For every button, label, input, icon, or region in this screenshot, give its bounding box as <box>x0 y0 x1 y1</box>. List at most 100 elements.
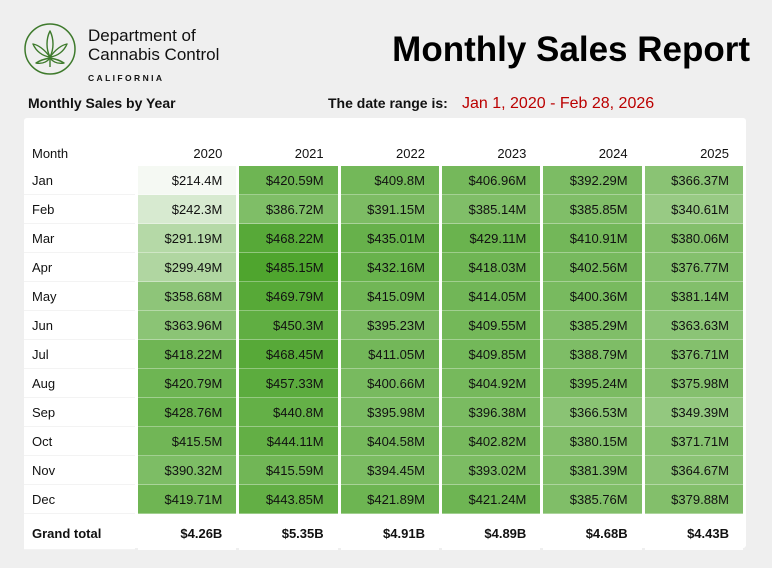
table-row: Dec $419.71M $443.85M $421.89M $421.24M $385.… <box>24 485 743 514</box>
sales-cell: $468.22M <box>239 224 338 253</box>
sales-cell: $390.32M <box>137 456 237 485</box>
table-row: Jan $214.4M $420.59M $409.8M $406.96M $392.29… <box>24 166 743 195</box>
sales-cell: $385.76M <box>543 485 642 514</box>
sales-cell: $366.53M <box>543 398 642 427</box>
sales-cell: $380.06M <box>644 224 743 253</box>
table-row: Jun $363.96M $450.3M $395.23M $409.55M $385.2… <box>24 311 743 340</box>
year-column-header[interactable]: 2023 <box>497 145 527 161</box>
sales-cell: $393.02M <box>441 456 541 485</box>
sales-cell: $392.29M <box>543 166 642 195</box>
sales-cell: $410.91M <box>543 224 642 253</box>
sales-cell: $414.05M <box>441 282 541 311</box>
sales-cell: $421.89M <box>340 485 439 514</box>
sales-cell: $394.45M <box>340 456 439 485</box>
monthly-sales-table: Month 2020 2021 2022 2023 2024 2025 Jan $214.4… <box>21 140 746 550</box>
month-cell: Jan <box>24 166 135 195</box>
table-row: Mar $291.19M $468.22M $435.01M $429.11M $410.… <box>24 224 743 253</box>
sales-cell: $396.38M <box>441 398 541 427</box>
month-cell: Feb <box>24 195 135 224</box>
sales-cell: $375.98M <box>644 369 743 398</box>
sales-cell: $450.3M <box>239 311 338 340</box>
table-row: Sep $428.76M $440.8M $395.98M $396.38M $366.5… <box>24 398 743 427</box>
year-column-header[interactable]: 2020 <box>193 145 223 161</box>
date-range-value[interactable]: Jan 1, 2020 - Feb 28, 2026 <box>462 95 655 112</box>
sales-cell: $381.14M <box>644 282 743 311</box>
sales-cell: $418.03M <box>441 253 541 282</box>
sales-cell: $420.59M <box>239 166 338 195</box>
table-row: May $358.68M $469.79M $415.09M $414.05M $400.… <box>24 282 743 311</box>
sales-cell: $469.79M <box>239 282 338 311</box>
sales-cell: $363.63M <box>644 311 743 340</box>
grand-total-cell: $4.68B <box>543 514 642 550</box>
sales-cell: $402.82M <box>441 427 541 456</box>
sales-cell: $349.39M <box>644 398 743 427</box>
sales-cell: $388.79M <box>543 340 642 369</box>
sales-cell: $400.66M <box>340 369 439 398</box>
month-column-header[interactable]: Month <box>32 145 69 161</box>
sales-cell: $366.37M <box>644 166 743 195</box>
sales-cell: $402.56M <box>543 253 642 282</box>
sales-cell: $376.77M <box>644 253 743 282</box>
month-cell: Mar <box>24 224 135 253</box>
sales-table-card: Month 2020 2021 2022 2023 2024 2025 Jan $214.4… <box>21 118 746 550</box>
month-cell: Jul <box>24 340 135 369</box>
sales-cell: $409.55M <box>441 311 541 340</box>
date-range-label: The date range is: <box>328 95 448 111</box>
sales-cell: $376.71M <box>644 340 743 369</box>
org-state: CALIFORNIA <box>88 73 165 83</box>
table-row: Feb $242.3M $386.72M $391.15M $385.14M $385.8… <box>24 195 743 224</box>
year-column-header[interactable]: 2024 <box>598 145 628 161</box>
table-header-row: Month 2020 2021 2022 2023 2024 2025 <box>24 140 743 166</box>
month-cell: Jun <box>24 311 135 340</box>
table-row: Nov $390.32M $415.59M $394.45M $393.02M $381.… <box>24 456 743 485</box>
sales-cell: $379.88M <box>644 485 743 514</box>
sales-cell: $420.79M <box>137 369 237 398</box>
sales-cell: $444.11M <box>239 427 338 456</box>
sales-cell: $385.85M <box>543 195 642 224</box>
grand-total-row: Grand total $4.26B $5.35B $4.91B $4.89B $4.68… <box>24 514 743 550</box>
year-column-header[interactable]: 2021 <box>294 145 324 161</box>
sales-cell: $415.5M <box>137 427 237 456</box>
table-row: Apr $299.49M $485.15M $432.16M $418.03M $402.… <box>24 253 743 282</box>
org-line-2: Cannabis Control <box>88 45 220 64</box>
sales-cell: $358.68M <box>137 282 237 311</box>
sales-cell: $457.33M <box>239 369 338 398</box>
org-line-1: Department of <box>88 26 196 45</box>
sales-cell: $381.39M <box>543 456 642 485</box>
sales-cell: $400.36M <box>543 282 642 311</box>
sales-cell: $395.23M <box>340 311 439 340</box>
sales-cell: $291.19M <box>137 224 237 253</box>
sales-cell: $395.24M <box>543 369 642 398</box>
year-column-header[interactable]: 2022 <box>396 145 425 161</box>
sales-cell: $409.85M <box>441 340 541 369</box>
sales-cell: $435.01M <box>340 224 439 253</box>
sales-cell: $363.96M <box>137 311 237 340</box>
sales-cell: $418.22M <box>137 340 237 369</box>
sales-cell: $340.61M <box>644 195 743 224</box>
grand-total-cell: $4.91B <box>340 514 439 550</box>
sales-cell: $371.71M <box>644 427 743 456</box>
sales-cell: $385.29M <box>543 311 642 340</box>
table-row: Jul $418.22M $468.45M $411.05M $409.85M $388.… <box>24 340 743 369</box>
sales-cell: $468.45M <box>239 340 338 369</box>
sales-cell: $428.76M <box>137 398 237 427</box>
grand-total-cell: $5.35B <box>239 514 338 550</box>
month-cell: Oct <box>24 427 135 456</box>
sales-cell: $443.85M <box>239 485 338 514</box>
sales-cell: $440.8M <box>239 398 338 427</box>
sales-cell: $242.3M <box>137 195 237 224</box>
month-cell: Sep <box>24 398 135 427</box>
month-cell: Dec <box>24 485 135 514</box>
organization-name: Department of Cannabis Control CALIFORNI… <box>88 26 219 88</box>
sales-cell: $386.72M <box>239 195 338 224</box>
grand-total-cell: $4.26B <box>137 514 237 550</box>
month-cell: Aug <box>24 369 135 398</box>
sales-cell: $385.14M <box>441 195 541 224</box>
sales-cell: $299.49M <box>137 253 237 282</box>
table-row: Aug $420.79M $457.33M $400.66M $404.92M $395.… <box>24 369 743 398</box>
sales-cell: $419.71M <box>137 485 237 514</box>
cannabis-leaf-logo-icon <box>24 23 76 75</box>
month-cell: May <box>24 282 135 311</box>
sales-cell: $432.16M <box>340 253 439 282</box>
year-column-header[interactable]: 2025 <box>700 145 729 161</box>
